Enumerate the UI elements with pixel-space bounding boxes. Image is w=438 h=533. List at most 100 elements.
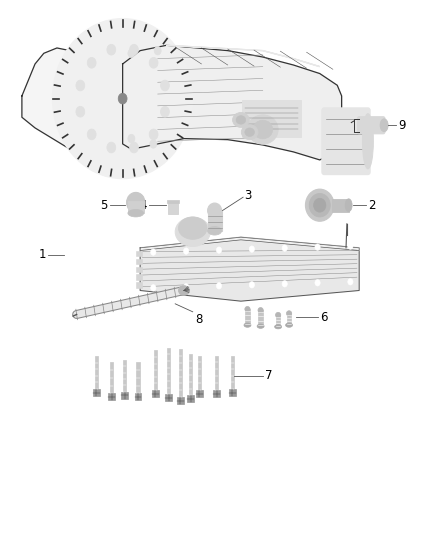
Bar [136, 274, 142, 280]
Text: 8: 8 [195, 313, 202, 326]
Circle shape [348, 279, 353, 285]
Circle shape [149, 58, 158, 68]
Bar [167, 348, 170, 394]
Bar [213, 390, 220, 397]
Bar [152, 390, 159, 397]
Bar [124, 360, 126, 392]
Text: 6: 6 [320, 311, 327, 324]
Circle shape [315, 280, 320, 286]
Circle shape [76, 107, 85, 117]
Text: 4: 4 [139, 199, 147, 212]
FancyBboxPatch shape [357, 117, 385, 134]
Bar [231, 356, 234, 389]
Ellipse shape [208, 203, 222, 218]
Circle shape [149, 129, 158, 140]
Bar [332, 199, 349, 212]
Bar [258, 310, 263, 326]
Polygon shape [166, 45, 320, 67]
Ellipse shape [178, 286, 189, 295]
FancyBboxPatch shape [242, 100, 301, 137]
Ellipse shape [286, 323, 293, 327]
FancyBboxPatch shape [322, 108, 370, 175]
Bar [229, 389, 236, 396]
Circle shape [76, 80, 85, 91]
Bar [136, 282, 142, 288]
Polygon shape [140, 237, 359, 301]
Bar [245, 309, 250, 325]
Circle shape [150, 140, 157, 148]
Circle shape [107, 44, 116, 55]
Bar [168, 203, 178, 214]
Ellipse shape [178, 217, 207, 239]
Circle shape [184, 248, 189, 254]
Text: 1: 1 [39, 248, 46, 261]
Text: 9: 9 [399, 119, 406, 132]
Ellipse shape [253, 120, 272, 139]
Circle shape [161, 80, 170, 91]
Circle shape [154, 46, 161, 55]
Circle shape [216, 247, 222, 253]
Circle shape [184, 284, 189, 290]
Bar [136, 259, 142, 264]
Circle shape [128, 49, 135, 58]
Ellipse shape [241, 125, 258, 140]
Bar [167, 200, 179, 203]
Ellipse shape [128, 209, 144, 217]
Bar [177, 397, 184, 404]
Ellipse shape [208, 227, 222, 235]
Ellipse shape [276, 312, 281, 318]
Ellipse shape [258, 308, 263, 313]
Ellipse shape [53, 19, 193, 179]
Bar [196, 390, 203, 397]
Ellipse shape [175, 217, 210, 247]
Ellipse shape [275, 325, 282, 329]
Circle shape [315, 244, 320, 251]
Bar [276, 315, 280, 327]
Ellipse shape [380, 119, 388, 132]
Circle shape [128, 134, 135, 143]
Circle shape [216, 282, 222, 289]
Ellipse shape [314, 198, 326, 212]
Text: 3: 3 [244, 189, 252, 202]
Bar [95, 356, 98, 389]
Text: 2: 2 [368, 199, 375, 212]
Bar [208, 211, 222, 231]
Bar [64, 165, 425, 344]
Circle shape [118, 93, 127, 104]
Polygon shape [22, 48, 197, 155]
Bar [215, 356, 218, 390]
Circle shape [151, 285, 156, 291]
Circle shape [161, 107, 170, 117]
Bar [179, 349, 182, 397]
Bar [154, 350, 157, 390]
Bar [128, 201, 144, 213]
Text: 5: 5 [100, 199, 107, 212]
Circle shape [130, 142, 138, 153]
Ellipse shape [362, 114, 373, 169]
Bar [121, 392, 128, 399]
Circle shape [348, 243, 353, 249]
Ellipse shape [236, 116, 246, 124]
Ellipse shape [345, 199, 352, 212]
Text: 7: 7 [265, 369, 272, 382]
Bar [108, 393, 115, 400]
Bar [110, 362, 113, 393]
Circle shape [249, 281, 254, 288]
Circle shape [87, 58, 96, 68]
Circle shape [151, 249, 156, 255]
Ellipse shape [257, 324, 264, 328]
Ellipse shape [245, 306, 250, 312]
Polygon shape [140, 237, 359, 251]
Circle shape [282, 280, 287, 287]
Circle shape [87, 129, 96, 140]
Bar [287, 313, 291, 325]
Ellipse shape [245, 128, 254, 136]
Circle shape [107, 142, 116, 153]
Bar [136, 266, 142, 272]
Ellipse shape [247, 115, 278, 144]
Ellipse shape [244, 323, 251, 327]
Bar [136, 251, 142, 256]
Bar [198, 356, 201, 390]
Ellipse shape [309, 193, 330, 217]
Ellipse shape [233, 112, 249, 127]
